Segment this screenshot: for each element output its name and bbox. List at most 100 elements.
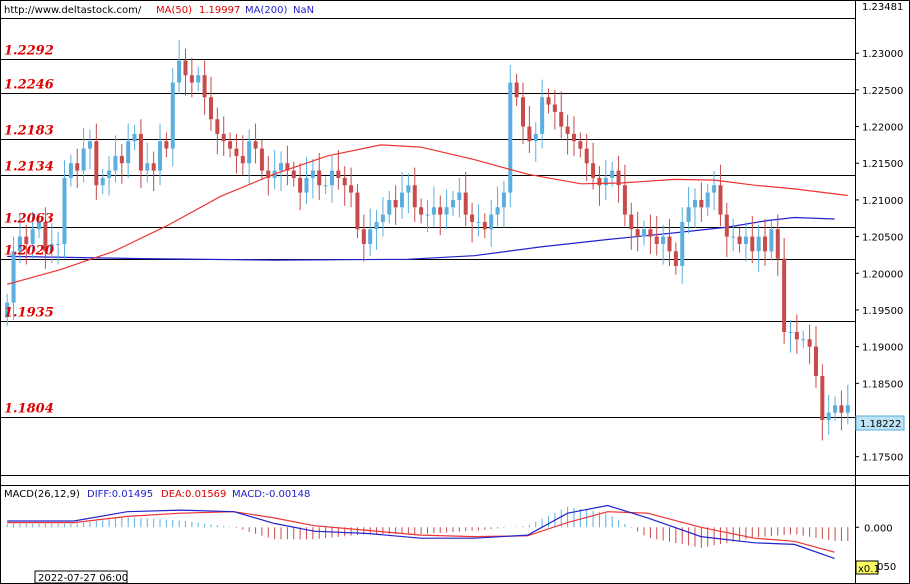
price-tick-label: 1.22000 <box>862 123 903 134</box>
candle-bear <box>597 177 602 186</box>
candle-bear <box>521 97 526 127</box>
candle-bull <box>610 170 615 178</box>
candle-bear <box>208 97 213 120</box>
candle-bear <box>240 155 245 164</box>
current-price-value: 1.18222 <box>860 419 901 430</box>
candle-bull <box>62 177 67 244</box>
candle-bear <box>463 192 468 215</box>
candle-bear <box>718 185 723 215</box>
level-label: 1.1935 <box>4 306 54 321</box>
candle-bull <box>387 199 392 215</box>
candle-bear <box>189 75 194 83</box>
candle-bear <box>119 155 124 164</box>
level-label: 1.2063 <box>4 212 54 227</box>
candle-bear <box>164 141 169 149</box>
level-labels: 1.2292 1.2246 1.2183 1.2134 1.2063 1.2020 1.19… <box>4 44 54 417</box>
candle-bear <box>591 163 596 178</box>
candle-bull <box>712 185 717 193</box>
candle-bear <box>559 111 564 127</box>
ma200-value: NaN <box>293 5 314 16</box>
candle-bear <box>482 221 487 230</box>
candle-bear <box>839 405 844 413</box>
candle-bull <box>329 170 334 186</box>
candle-bear <box>750 236 755 252</box>
candle-bull <box>603 177 608 186</box>
macd-dea-label: DEA:0.01569 <box>161 489 226 500</box>
candle-bull <box>304 177 309 193</box>
candle-bear <box>763 236 768 252</box>
candle-bear <box>737 236 742 244</box>
candle-bear <box>782 258 787 332</box>
candle-bull <box>680 221 685 266</box>
candle-bear <box>565 126 570 134</box>
current-price-tag <box>855 415 905 431</box>
candle-bear <box>317 170 322 186</box>
candle-bull <box>81 148 86 171</box>
candle-bull <box>37 221 42 230</box>
macd-dea-line <box>7 511 835 553</box>
candle-bull <box>489 214 494 230</box>
candle-bull <box>406 185 411 193</box>
candle-bear <box>291 170 296 178</box>
level-label: 1.2020 <box>4 244 54 259</box>
candle-bull <box>444 207 449 215</box>
candle-bull <box>132 133 137 142</box>
candle-bull <box>17 236 22 252</box>
price-tick-label: 1.21000 <box>862 196 903 207</box>
candle-bull <box>731 236 736 238</box>
candle-bull <box>788 331 793 333</box>
macd-panel: 0.000 -0.050 <box>6 504 896 573</box>
candle-bear <box>419 207 424 215</box>
price-tick-label: 1.21500 <box>862 159 903 170</box>
level-label: 1.2246 <box>4 78 54 93</box>
candle-bull <box>68 163 73 178</box>
zoom-label: x0.1 <box>858 564 880 575</box>
candle-bull <box>686 207 691 222</box>
level-label: 1.1804 <box>4 402 54 417</box>
candle-bear <box>24 236 29 244</box>
candle-bull <box>642 229 647 237</box>
candle-bull <box>126 141 131 164</box>
candle-bear <box>336 170 341 178</box>
candle-bear <box>470 214 475 222</box>
price-tick-label: 1.20000 <box>862 269 903 280</box>
macd-value-label: MACD:-0.00148 <box>232 489 310 500</box>
candle-bull <box>279 163 284 171</box>
candle-bull <box>145 163 150 171</box>
candle-bear <box>514 82 519 98</box>
candle-bull <box>247 141 252 164</box>
candle-bull <box>845 405 850 413</box>
macd-title: MACD(26,12,9) <box>4 489 80 500</box>
candle-bull <box>476 221 481 223</box>
candle-bear <box>43 221 48 252</box>
candle-bull <box>380 214 385 222</box>
candle-bull <box>425 214 430 216</box>
candle-bear <box>259 148 264 171</box>
price-tick-label: 1.22500 <box>862 86 903 97</box>
zoom-button[interactable] <box>855 560 879 575</box>
date-label: 2022-07-27 06:00 <box>38 573 128 584</box>
candle-bear <box>234 148 239 156</box>
candle-bear <box>75 163 80 171</box>
candle-bull <box>196 75 201 83</box>
price-tick-label: 1.19000 <box>862 343 903 354</box>
candle-bull <box>49 243 54 252</box>
candle-bear <box>571 133 576 142</box>
candle-bear <box>438 207 443 215</box>
level-label: 1.2183 <box>4 124 54 139</box>
ma50-label: MA(50) <box>156 5 192 16</box>
candle-bull <box>100 177 105 186</box>
candle-bull <box>833 405 838 413</box>
candle-bull <box>540 97 545 134</box>
candle-bear <box>673 251 678 266</box>
candle-bear <box>629 214 634 230</box>
candle-bear <box>578 141 583 149</box>
candle-bull <box>11 251 16 303</box>
ma50-path <box>7 144 848 285</box>
price-tick-label: 1.18500 <box>862 379 903 390</box>
price-tick-label: 1.19500 <box>862 306 903 317</box>
candle-bull <box>323 185 328 187</box>
candle-bear <box>412 185 417 208</box>
candle-bear <box>215 119 220 134</box>
